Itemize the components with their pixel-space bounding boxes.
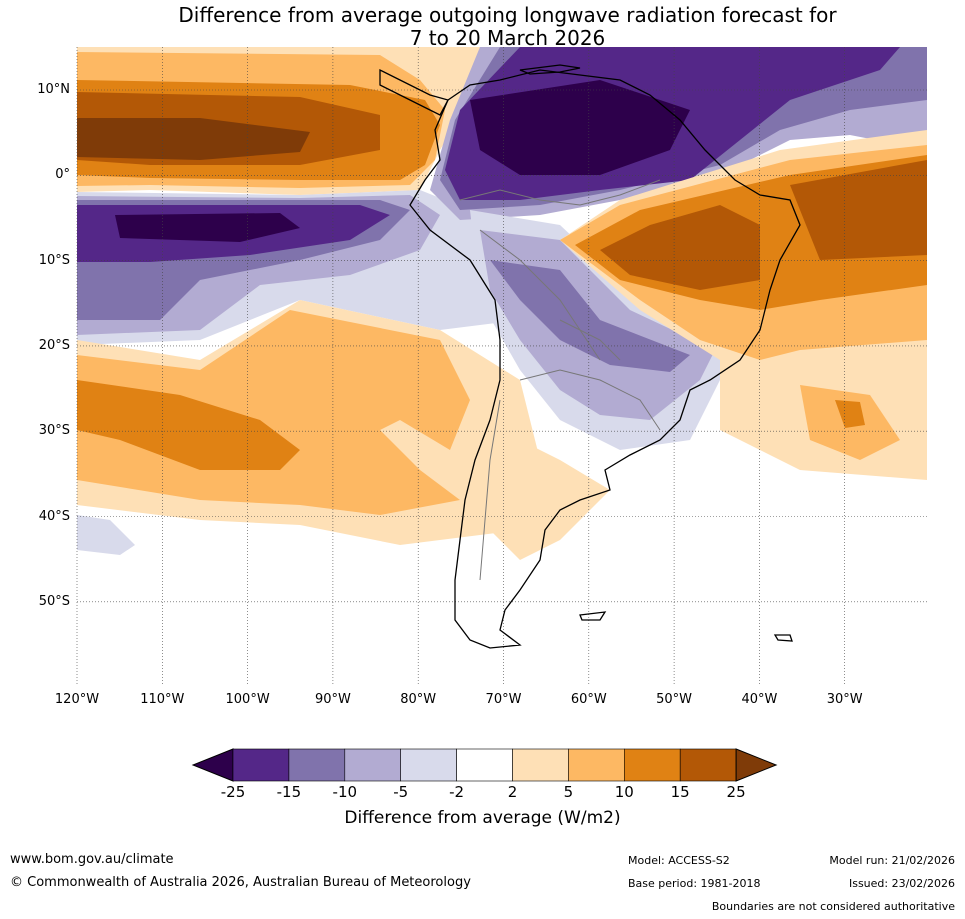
longitude-label: 70°W (485, 692, 522, 707)
boundary-disclaimer: Boundaries are not considered authoritat… (711, 900, 955, 913)
model-name: Model: ACCESS-S2 (628, 854, 730, 867)
longitude-label: 50°W (656, 692, 693, 707)
colorbar-tick-label: -5 (393, 783, 409, 801)
longitude-label: 30°W (826, 692, 863, 707)
anomaly-region-sacz-neg3 (490, 260, 690, 372)
colorbar-tick-label: 25 (726, 783, 746, 801)
chart-title: Difference from average outgoing longwav… (0, 4, 965, 50)
colorbar-tick-label: -15 (276, 783, 302, 801)
base-period: Base period: 1981-2018 (628, 877, 761, 890)
anomaly-region-east-atlantic-pos4 (790, 160, 927, 260)
anomaly-region-patagonia-pos (470, 440, 610, 560)
colorbar-tick-label: -10 (332, 783, 358, 801)
longitude-label: 100°W (225, 692, 270, 707)
colorbar-tick-label: 15 (670, 783, 690, 801)
anomaly-region-southwest-neg (77, 515, 135, 555)
anomaly-region-brazil-pos4 (600, 205, 760, 290)
anomaly-region-south-atlantic-pos2 (835, 400, 865, 428)
anomaly-region-south-pacific-pos3 (77, 380, 300, 470)
title-line-1: Difference from average outgoing longwav… (178, 3, 837, 27)
longitude-label: 80°W (400, 692, 437, 707)
longitude-label: 40°W (741, 692, 778, 707)
footer-copyright: © Commonwealth of Australia 2026, Austra… (10, 875, 471, 890)
latitude-label: 30°S (38, 423, 70, 439)
longitude-label: 60°W (570, 692, 607, 707)
anomaly-region-south-pacific-pos2 (77, 310, 470, 515)
colorbar-tick-label: -25 (220, 783, 246, 801)
olr-anomaly-field (77, 47, 927, 685)
coastline-south-america (379, 64, 801, 649)
colorbar-tick-label: 5 (563, 783, 574, 801)
latitude-label: 10°S (38, 252, 70, 268)
colorbar-label: Difference from average (W/m2) (344, 808, 621, 828)
anomaly-region-north-pacific-extreme (77, 118, 310, 160)
latitude-label: 0° (55, 167, 70, 183)
longitude-label: 120°W (54, 692, 100, 707)
latitude-label: 20°S (38, 337, 70, 353)
colorbar-tick-label: 2 (507, 783, 518, 801)
country-borders (459, 179, 661, 581)
longitude-label: 90°W (314, 692, 351, 707)
model-run-date: Model run: 21/02/2026 (829, 854, 955, 867)
latitude-label: 40°S (38, 508, 70, 524)
colorbar-tick-label: -2 (449, 783, 465, 801)
latitude-label: 50°S (38, 593, 70, 609)
longitude-label: 110°W (140, 692, 185, 707)
colorbar-tick-label: 10 (614, 783, 634, 801)
title-line-2: 7 to 20 March 2026 (409, 26, 606, 50)
graticule (76, 47, 927, 685)
issued-date: Issued: 23/02/2026 (848, 877, 955, 890)
latitude-label: 10°N (37, 82, 70, 97)
anomaly-region-caribbean-neg4 (470, 80, 690, 175)
anomaly-region-equatorial-pacific-neg5 (115, 213, 300, 242)
footer-url[interactable]: www.bom.gov.au/climate (10, 852, 174, 867)
